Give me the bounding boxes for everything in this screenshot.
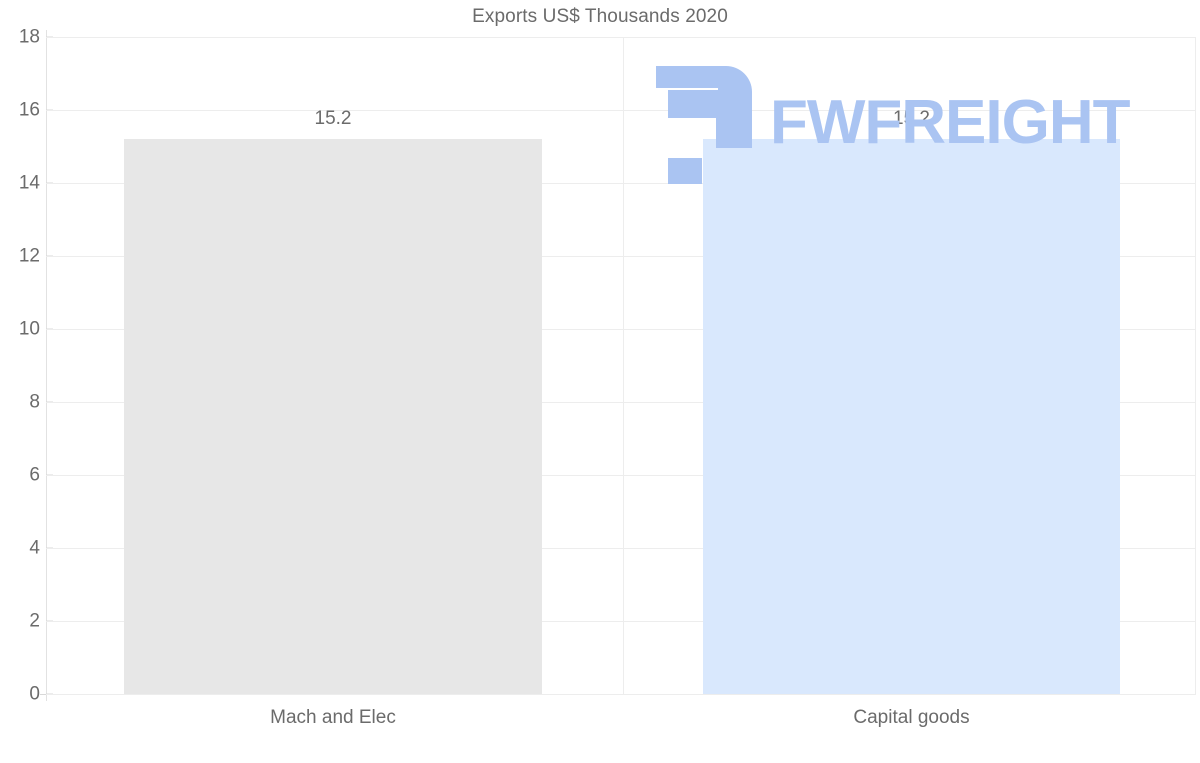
y-tick-label: 16 <box>18 99 40 121</box>
gridline-y-2 <box>46 621 1196 622</box>
gridline-y-14 <box>46 183 1196 184</box>
y-axis-tick-labels: 0 2 4 6 8 10 12 14 16 18 <box>0 0 40 763</box>
gridline-y-16 <box>46 110 1196 111</box>
gridline-y-10 <box>46 329 1196 330</box>
gridline-y-4 <box>46 548 1196 549</box>
y-tick-label: 0 <box>29 683 40 705</box>
bar-2[interactable] <box>703 139 1120 694</box>
bar-value-label: 15.2 <box>893 108 930 130</box>
gridline-y-8 <box>46 402 1196 403</box>
y-tick-label: 2 <box>29 610 40 632</box>
x-tick-label: Capital goods <box>853 707 970 728</box>
gridline-y-12 <box>46 256 1196 257</box>
y-tick-label: 8 <box>29 391 40 413</box>
y-tick-label: 14 <box>18 172 40 194</box>
y-axis-line <box>46 30 47 701</box>
bar-value-label: 15.2 <box>314 108 352 130</box>
category-divider-gridline <box>623 37 624 694</box>
plot-right-edge-gridline <box>1195 37 1196 694</box>
y-tick-label: 10 <box>18 318 40 340</box>
chart-title: Exports US$ Thousands 2020 <box>472 6 728 27</box>
y-tick-label: 12 <box>18 245 40 267</box>
x-tick-label: Mach and Elec <box>270 707 396 728</box>
bar-1[interactable] <box>124 139 542 694</box>
y-tick-label: 4 <box>29 537 40 559</box>
y-tick-label: 18 <box>18 26 40 48</box>
y-tick-label: 6 <box>29 464 40 486</box>
plot-area <box>46 37 1196 695</box>
gridline-y-0 <box>46 694 1196 695</box>
gridline-y-18 <box>46 37 1196 38</box>
gridline-y-6 <box>46 475 1196 476</box>
